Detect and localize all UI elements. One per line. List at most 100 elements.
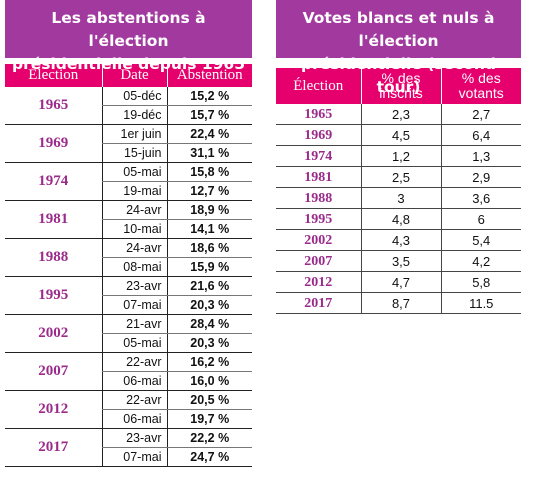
pct-votants-value: 1,3: [440, 145, 521, 167]
pct-votants-value: 2,7: [440, 104, 521, 125]
abstention-value: 14,1 %: [166, 219, 252, 239]
header-pct-inscrits: % des inscrits: [361, 68, 442, 104]
abstention-value: 19,7 %: [166, 409, 252, 429]
table-row: 1974 1,2 1,3: [276, 145, 521, 167]
abstention-header-row: Élection Date Abstention: [5, 64, 252, 87]
abstention-table: Élection Date Abstention 1965 05-déc 15,2 …: [5, 64, 252, 467]
table-row: 19-déc 15,7 %: [5, 105, 252, 125]
header-abstention: Abstention: [167, 64, 252, 87]
election-year: 1988: [5, 238, 102, 277]
election-year: 2007: [5, 352, 102, 391]
header-election: Élection: [5, 64, 103, 87]
table-row: 05-mai 20,3 %: [5, 333, 252, 353]
table-row: 2002 4,3 5,4: [276, 229, 521, 251]
table-row: 10-mai 14,1 %: [5, 219, 252, 239]
header-election: Élection: [276, 68, 362, 104]
election-year: 1981: [5, 200, 102, 239]
round-date: 05-mai: [101, 333, 167, 353]
table-row: 1988 24-avr 18,6 %: [5, 238, 252, 277]
table-row: 1969 1er juin 22,4 %: [5, 124, 252, 163]
election-year: 1988: [276, 187, 361, 209]
election-year: 1965: [276, 104, 361, 125]
table-row: 1995 4,8 6: [276, 208, 521, 230]
election-year: 1974: [276, 145, 361, 167]
header-date: Date: [102, 64, 168, 87]
abstention-value: 22,4 %: [166, 124, 252, 144]
header-pct-votants-line1: % des: [461, 70, 501, 86]
election-year: 1969: [276, 124, 361, 146]
abstention-value: 15,7 %: [166, 105, 252, 125]
round-date: 21-avr: [101, 314, 167, 334]
abstention-value: 22,2 %: [166, 428, 252, 448]
abstention-value: 18,6 %: [166, 238, 252, 258]
blank-votes-table-body: 1965 2,3 2,7 1969 4,5 6,4 1974 1,2 1,3 1981 2,5 2,9…: [276, 104, 521, 314]
round-date: 22-avr: [101, 352, 167, 372]
abstention-value: 12,7 %: [166, 181, 252, 201]
pct-votants-value: 5,4: [440, 229, 521, 251]
abstention-value: 15,8 %: [166, 162, 252, 182]
abstention-value: 16,2 %: [166, 352, 252, 372]
pct-inscrits-value: 8,7: [360, 292, 441, 314]
round-date: 24-avr: [101, 238, 167, 258]
round-date: 10-mai: [101, 219, 167, 239]
round-date: 06-mai: [101, 409, 167, 429]
blank-votes-title-line1: Votes blancs et nuls à l'élection: [302, 9, 495, 50]
blank-votes-title: Votes blancs et nuls à l'élection présid…: [276, 0, 521, 96]
pct-votants-value: 6: [440, 208, 521, 230]
table-row: 1988 3 3,6: [276, 187, 521, 209]
pct-votants-value: 4,2: [440, 250, 521, 272]
abstention-value: 24,7 %: [166, 447, 252, 467]
table-row: 1981 2,5 2,9: [276, 166, 521, 188]
round-date: 19-mai: [101, 181, 167, 201]
round-date: 05-déc: [101, 87, 167, 106]
abstention-value: 20,3 %: [166, 333, 252, 353]
header-pct-votants-line2: votants: [458, 85, 504, 101]
round-date: 1er juin: [101, 124, 167, 144]
pct-inscrits-value: 4,3: [360, 229, 441, 251]
table-row: 1965 2,3 2,7: [276, 104, 521, 125]
table-row: 1981 24-avr 18,9 %: [5, 200, 252, 239]
election-year: 1995: [5, 276, 102, 315]
blank-votes-table: Élection % des inscrits % des votants 19…: [276, 68, 521, 314]
header-pct-inscrits-line2: inscrits: [379, 85, 423, 101]
table-row: 2017 8,7 11.5: [276, 292, 521, 314]
election-year: 2017: [5, 428, 102, 467]
pct-votants-value: 3,6: [440, 187, 521, 209]
abstention-value: 15,2 %: [166, 87, 252, 106]
table-row: 1974 05-mai 15,8 %: [5, 162, 252, 201]
election-year: 2002: [276, 229, 361, 251]
election-year: 1981: [276, 166, 361, 188]
abstention-panel: Les abstentions à l'élection présidentie…: [5, 0, 252, 467]
pct-inscrits-value: 2,5: [360, 166, 441, 188]
table-row: 2007 3,5 4,2: [276, 250, 521, 272]
pct-inscrits-value: 2,3: [360, 104, 441, 125]
abstention-title: Les abstentions à l'élection présidentie…: [5, 0, 252, 73]
abstention-value: 21,6 %: [166, 276, 252, 296]
pct-inscrits-value: 4,5: [360, 124, 441, 146]
round-date: 05-mai: [101, 162, 167, 182]
round-date: 19-déc: [101, 105, 167, 125]
pct-votants-value: 2,9: [440, 166, 521, 188]
election-year: 2007: [276, 250, 361, 272]
abstention-value: 16,0 %: [166, 371, 252, 391]
election-year: 2012: [5, 390, 102, 429]
abstention-value: 20,3 %: [166, 295, 252, 315]
table-row: 1969 4,5 6,4: [276, 124, 521, 146]
abstention-table-body: 1965 05-déc 15,2 % 19-déc 15,7 % 1969 1er juin…: [5, 87, 252, 467]
table-row: 1995 23-avr 21,6 %: [5, 276, 252, 315]
pct-votants-value: 5,8: [440, 271, 521, 293]
round-date: 22-avr: [101, 390, 167, 410]
table-row: 06-mai 16,0 %: [5, 371, 252, 391]
election-year: 1974: [5, 162, 102, 201]
election-year: 1995: [276, 208, 361, 230]
round-date: 08-mai: [101, 257, 167, 277]
election-year: 2017: [276, 292, 361, 314]
pct-inscrits-value: 4,8: [360, 208, 441, 230]
table-row: 15-juin 31,1 %: [5, 143, 252, 163]
table-row: 2007 22-avr 16,2 %: [5, 352, 252, 391]
election-year: 1969: [5, 124, 102, 163]
table-row: 19-mai 12,7 %: [5, 181, 252, 201]
round-date: 06-mai: [101, 371, 167, 391]
blank-votes-panel: Votes blancs et nuls à l'élection présid…: [276, 0, 521, 314]
pct-votants-value: 11.5: [440, 292, 521, 314]
